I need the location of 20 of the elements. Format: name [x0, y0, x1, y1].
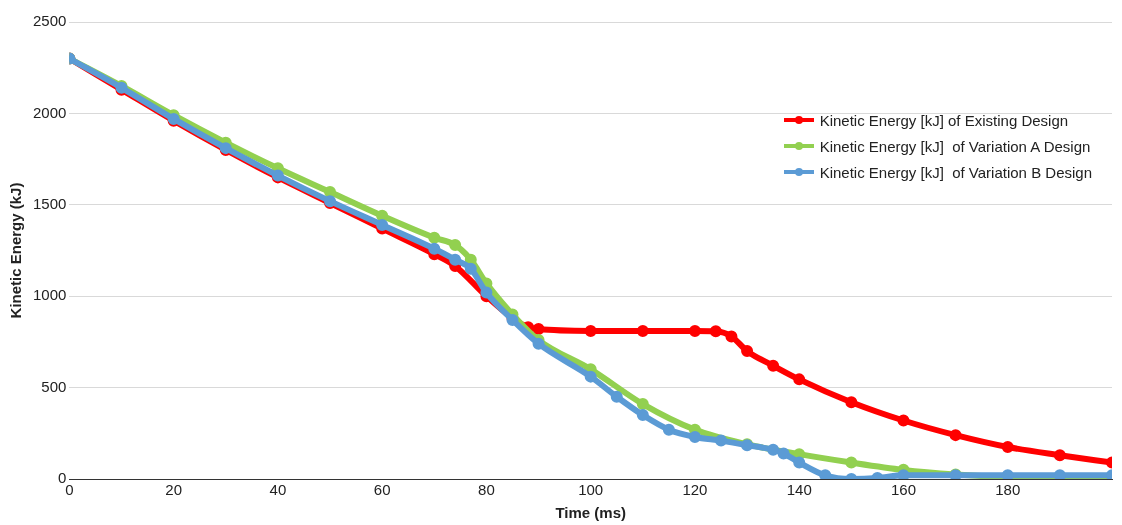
y-axis-title: Kinetic Energy (kJ) — [7, 182, 25, 319]
y-tick-label: 0 — [58, 469, 67, 487]
x-tick-label: 180 — [995, 481, 1021, 499]
legend-label: Kinetic Energy [kJ] of Existing Design — [819, 111, 1069, 129]
y-tick-label: 2500 — [32, 12, 67, 30]
y-tick-label: 1500 — [32, 194, 67, 212]
x-tick-label: 60 — [373, 481, 391, 499]
y-tick-label: 2000 — [32, 103, 67, 121]
y-tick-label: 500 — [41, 377, 67, 395]
y-tick-label: 1000 — [32, 286, 67, 304]
x-axis-title: Time (ms) — [555, 504, 626, 522]
x-tick-label: 80 — [478, 481, 495, 499]
x-tick-label: 100 — [578, 481, 604, 499]
x-tick-label: 160 — [890, 481, 916, 499]
x-tick-label: 40 — [269, 481, 287, 499]
legend-label: Kinetic Energy [kJ] of Variation A Design — [819, 137, 1091, 155]
x-tick-label: 140 — [786, 481, 812, 499]
x-tick-label: 120 — [682, 481, 708, 499]
x-tick-label: 20 — [165, 481, 182, 499]
legend-label: Kinetic Energy [kJ] of Variation B Design — [819, 163, 1092, 181]
